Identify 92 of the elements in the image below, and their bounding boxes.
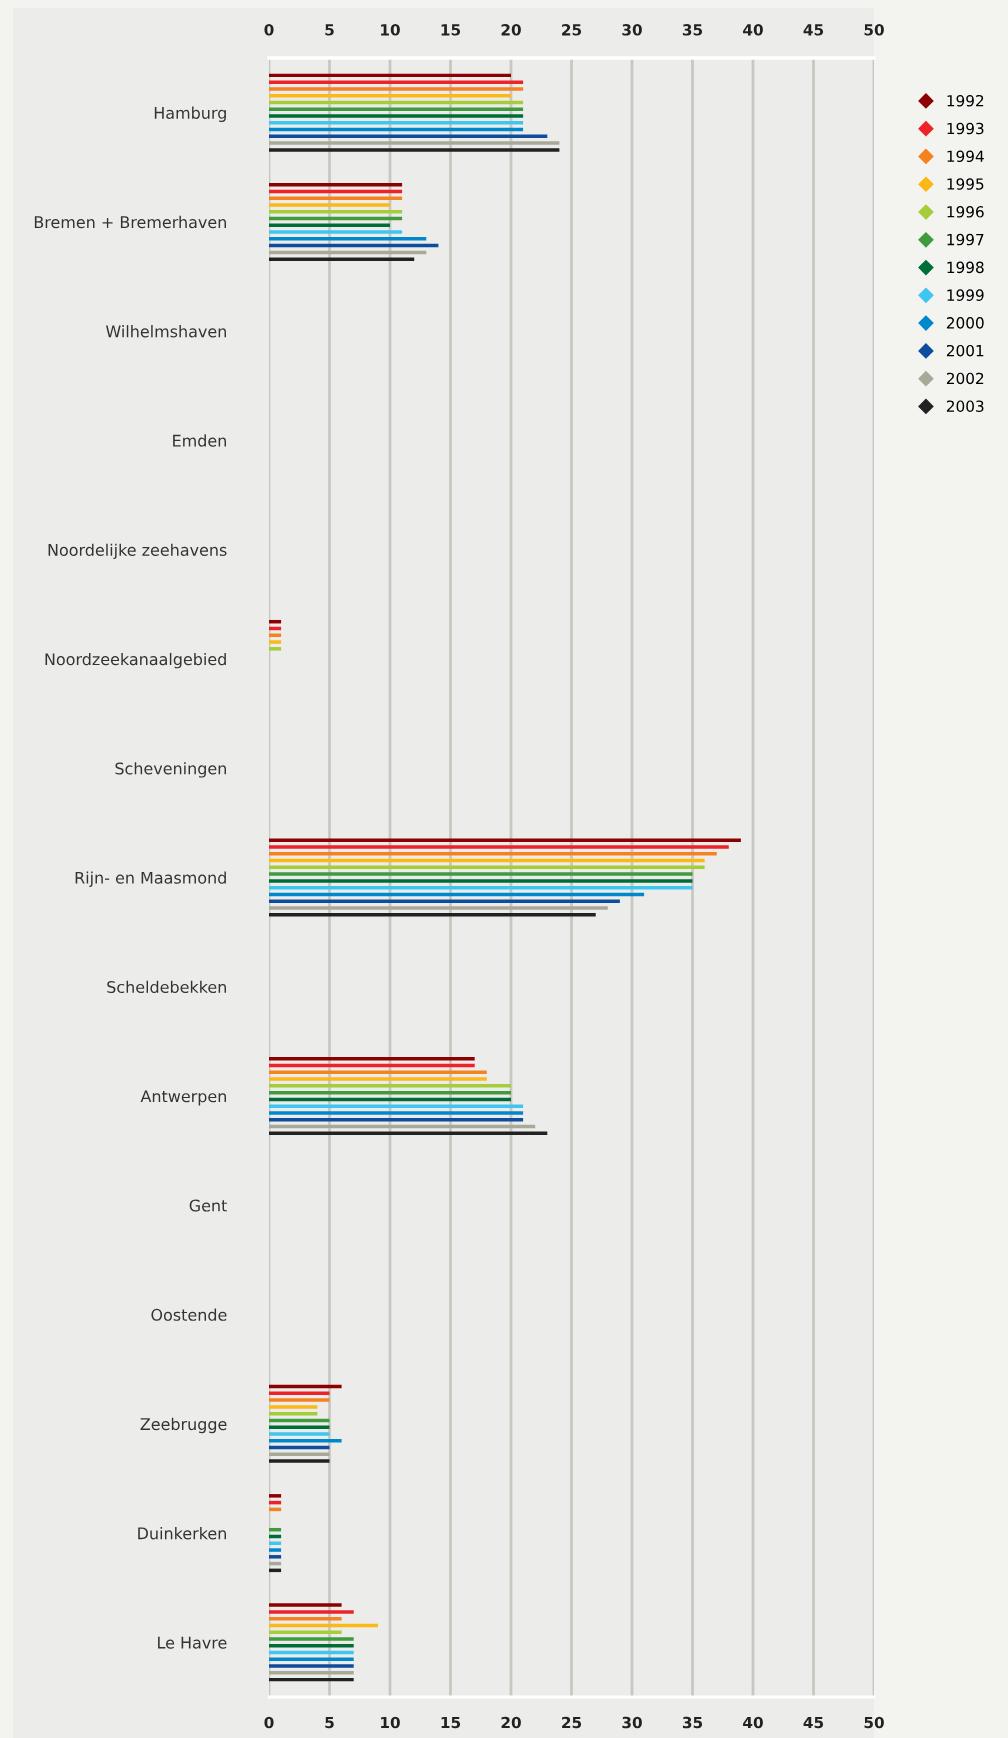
y-tick-label: Zeebrugge [140,1417,227,1434]
bar [269,1494,282,1498]
x2-tick-label: 45 [803,24,824,36]
y-tick-label: Le Havre [158,1636,227,1649]
bar [269,1555,282,1559]
x2-tick-label: 5 [325,24,334,36]
bar [269,906,608,910]
bar [269,1644,354,1648]
bar [269,1405,318,1409]
x-tick-label: 15 [441,1716,461,1729]
x-tick-label: 30 [622,1716,642,1729]
x-tick-label: 5 [325,1716,334,1729]
bar [269,647,282,651]
legend-label: 2001 [946,344,984,357]
bar [269,1425,330,1429]
y-tick-label: Noordelijke zeehavens [48,543,227,560]
bar [269,899,620,903]
x-tick-label: 35 [682,1716,703,1729]
x-tick-label: 25 [562,1716,582,1729]
legend-label: 1995 [947,178,984,190]
y-tick-label: Rijn- en Maasmond [75,871,226,887]
bar [269,640,282,644]
bar [269,1630,342,1634]
bar [269,1111,524,1115]
x-tick-label: 20 [501,1716,521,1729]
bar [269,845,729,849]
bar [269,1603,342,1607]
x2-tick-label: 25 [562,24,582,36]
bar [269,1439,342,1443]
y-tick-label: Scheldebekken [107,980,226,994]
y-tick-label: Gent [189,1199,227,1212]
legend-label: 2000 [946,317,984,329]
bar [269,1548,282,1552]
bar [269,838,741,842]
y-tick-label: Noordzeekanaalgebied [45,652,226,669]
y-tick-label: Bremen + Bremerhaven [34,215,226,229]
bar [269,852,717,856]
y-tick-label: Duinkerken [138,1527,226,1540]
x2-tick-label: 20 [501,24,521,36]
x-tick-label: 0 [264,1716,274,1729]
y-tick-label: Emden [173,434,226,447]
bar [269,107,524,111]
bar [269,1664,354,1668]
bar [269,913,596,917]
bar [269,1610,354,1614]
bar [269,1057,475,1061]
y-tick-label: Scheveningen [115,762,226,778]
y-tick-label: Hamburg [154,106,226,123]
x2-tick-label: 15 [441,24,461,36]
legend-label: 1992 [947,94,984,107]
legend-label: 2002 [946,372,984,385]
bar [269,1084,511,1088]
x2-tick-label: 10 [381,24,400,36]
bar [269,203,390,207]
bar [269,1398,330,1402]
x2-tick-label: 35 [682,24,703,36]
bar [269,230,403,234]
bar [269,879,693,883]
legend-label: 1996 [947,206,984,218]
legend-label: 2003 [946,400,984,412]
x2-tick-label: 30 [622,24,642,36]
bar [269,114,524,118]
y-tick-label: Antwerpen [140,1090,226,1106]
y-tick-label: Oostende [151,1308,227,1321]
bar [269,148,560,152]
x-tick-label: 45 [803,1716,824,1729]
legend-label: 1998 [947,261,984,274]
x2-tick-label: 40 [743,24,763,36]
legend-label: 1993 [947,122,984,135]
legend-label: 1997 [947,233,984,246]
legend-label: 1994 [947,150,984,163]
bar [269,196,403,200]
bar [269,1077,487,1081]
x-tick-label: 10 [381,1716,400,1729]
bar [269,1671,354,1675]
bar [269,80,524,84]
bar [269,1637,354,1641]
bar [269,237,427,241]
y-tick-label: Wilhelmshaven [105,325,226,338]
bar [269,1432,330,1436]
bar [269,872,693,876]
x2-tick-label: 0 [264,24,274,36]
x-tick-label: 40 [743,1716,763,1729]
x-tick-label: 50 [864,1716,884,1729]
bar [269,1459,330,1463]
legend-label: 1999 [947,289,984,301]
bar [269,121,524,125]
bar [269,141,560,145]
x2-tick-label: 50 [864,24,884,36]
bar [269,1104,524,1108]
bar [269,87,524,91]
bar [269,257,415,261]
